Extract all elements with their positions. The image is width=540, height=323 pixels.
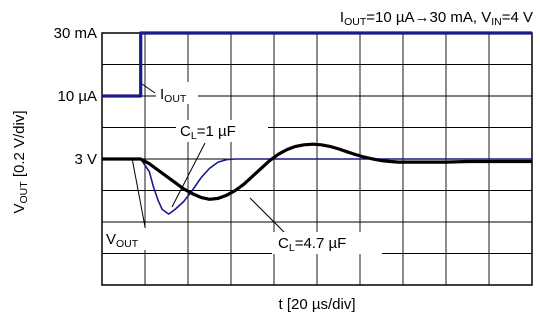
annotation-iout: IOUT (141, 82, 198, 105)
annotation-cl47: CL=4.7 µF (249, 197, 382, 254)
annotation-cl1-bg (176, 120, 268, 142)
annotation-vout-bg (103, 228, 165, 250)
annotation-vout-leader (131, 157, 147, 233)
y-tick-label: 10 µA (58, 88, 98, 105)
annotation-cl47-label: CL=4.7 µF (278, 235, 346, 254)
annotation-cl1-leader (171, 142, 206, 208)
annotation-iout-leader (141, 83, 156, 94)
annotation-cl1-label: CL=1 µF (180, 123, 236, 142)
chart-title: IOUT=10 µA→30 mA, VIN=4 V (340, 9, 533, 28)
trace-iout (102, 31, 532, 98)
annotation-vout: VOUT (103, 157, 165, 250)
y-tick-label: 30 mA (54, 25, 97, 42)
trace-vout_1uF (102, 158, 532, 215)
trace-vout_4-7uF (102, 142, 532, 201)
traces (102, 31, 532, 215)
y-axis-label: VOUT [0.2 V/div] (11, 110, 30, 213)
annotation-iout-label: IOUT (160, 86, 187, 105)
x-axis-label: t [20 µs/div] (278, 296, 355, 313)
annotation-vout-label: VOUT (106, 231, 139, 250)
y-tick-label: 3 V (74, 151, 97, 168)
annotation-cl47-bg (272, 232, 382, 254)
annotation-cl1: CL=1 µF (171, 120, 268, 208)
annotation-iout-bg (156, 82, 198, 104)
y-tick-labels: 30 mA 10 µA 3 V (54, 25, 97, 168)
